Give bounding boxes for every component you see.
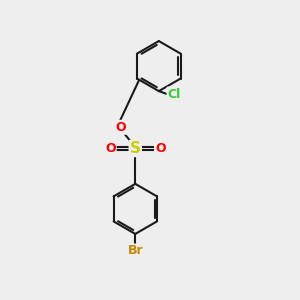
Text: S: S — [130, 141, 141, 156]
Text: O: O — [155, 142, 166, 155]
Text: O: O — [105, 142, 116, 155]
Text: Br: Br — [128, 244, 143, 257]
Text: O: O — [115, 121, 126, 134]
Text: Cl: Cl — [167, 88, 181, 100]
